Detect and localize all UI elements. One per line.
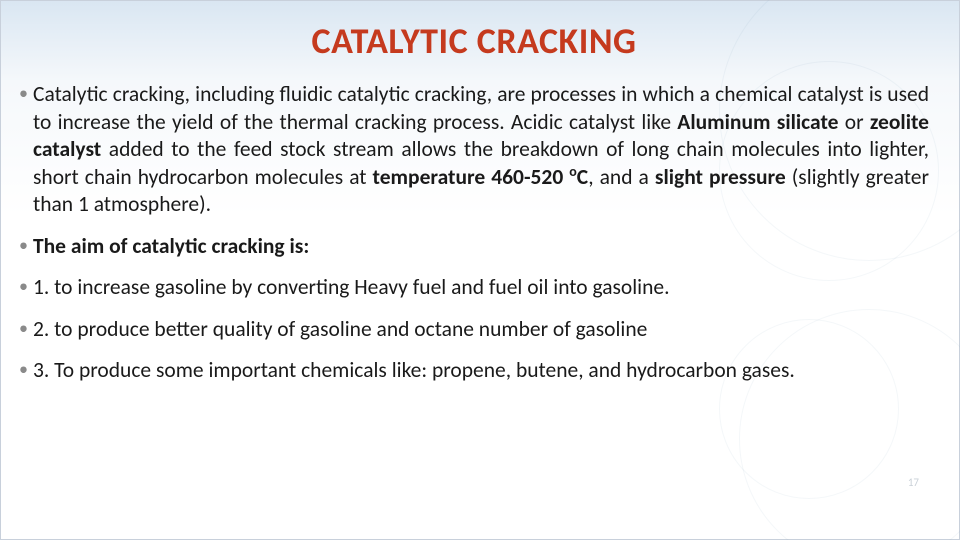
text-run: 2. to produce better quality of gasoline… (33, 316, 647, 342)
slide-container: CATALYTIC CRACKING Catalytic cracking, i… (1, 1, 959, 539)
bold-run: Aluminum silicate (677, 109, 838, 135)
bullet-item: 2. to produce better quality of gasoline… (19, 316, 929, 344)
text-run: , and a (588, 164, 655, 190)
bullet-item: Catalytic cracking, including fluidic ca… (19, 81, 929, 219)
superscript-run: o (569, 162, 577, 179)
bold-run: 460-520 (491, 164, 569, 190)
slide-title: CATALYTIC CRACKING (19, 19, 929, 63)
text-run: 1. to increase gasoline by converting He… (33, 274, 670, 300)
bold-run: temperature (373, 164, 486, 190)
page-number: 17 (908, 476, 919, 489)
text-run: or (838, 109, 869, 135)
text-run: 3. To produce some important chemicals l… (33, 357, 795, 383)
bullet-item: The aim of catalytic cracking is: (19, 233, 929, 261)
bold-run: C (577, 164, 588, 190)
bold-run: slight pressure (655, 164, 786, 190)
bullet-item: 3. To produce some important chemicals l… (19, 357, 929, 385)
bullet-item: 1. to increase gasoline by converting He… (19, 274, 929, 302)
bold-run: The aim of catalytic cracking is: (33, 233, 309, 259)
bullet-list: Catalytic cracking, including fluidic ca… (19, 81, 929, 385)
